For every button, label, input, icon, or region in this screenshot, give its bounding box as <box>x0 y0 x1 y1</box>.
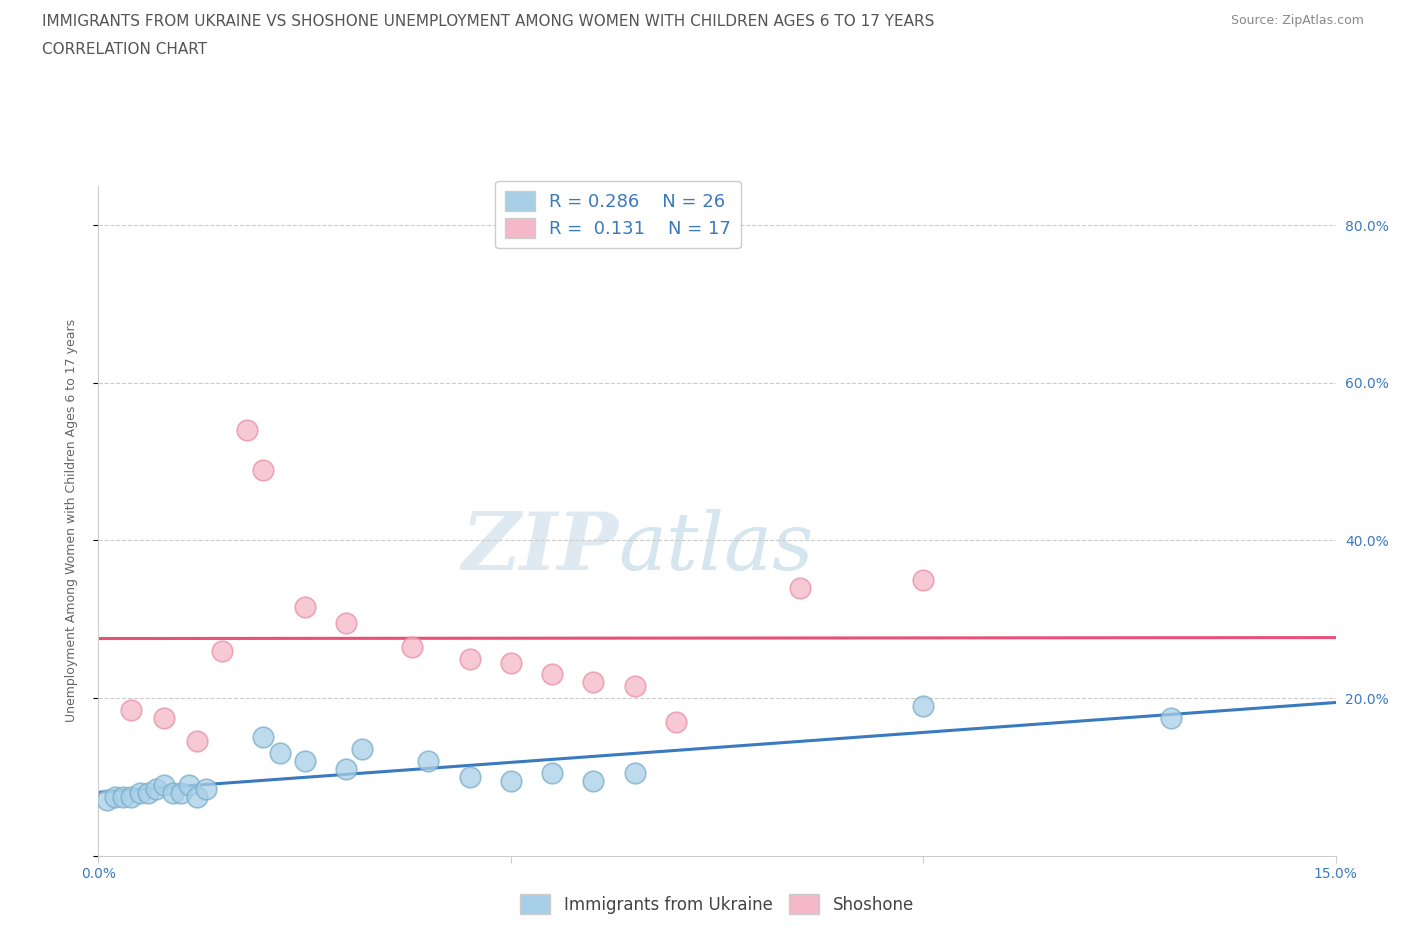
Point <box>335 762 357 777</box>
Point <box>499 774 522 789</box>
Point <box>162 785 184 800</box>
Text: CORRELATION CHART: CORRELATION CHART <box>42 42 207 57</box>
Point <box>458 651 481 666</box>
Point <box>582 774 605 789</box>
Point <box>136 785 159 800</box>
Text: atlas: atlas <box>619 509 814 586</box>
Point <box>269 746 291 761</box>
Point <box>194 781 217 796</box>
Point <box>418 753 440 768</box>
Point <box>1160 711 1182 725</box>
Point <box>789 580 811 595</box>
Point <box>294 753 316 768</box>
Point <box>96 793 118 808</box>
Point <box>623 765 645 780</box>
Point <box>623 679 645 694</box>
Point <box>499 655 522 670</box>
Point <box>120 702 142 717</box>
Text: ZIP: ZIP <box>461 509 619 586</box>
Point <box>236 423 259 438</box>
Point <box>186 734 208 749</box>
Point <box>541 765 564 780</box>
Point <box>211 644 233 658</box>
Point <box>252 462 274 477</box>
Point <box>120 789 142 804</box>
Point <box>252 730 274 745</box>
Y-axis label: Unemployment Among Women with Children Ages 6 to 17 years: Unemployment Among Women with Children A… <box>65 319 77 723</box>
Point <box>352 742 374 757</box>
Point <box>665 714 688 729</box>
Legend: Immigrants from Ukraine, Shoshone: Immigrants from Ukraine, Shoshone <box>513 887 921 921</box>
Point <box>294 600 316 615</box>
Point <box>912 698 935 713</box>
Point <box>153 711 176 725</box>
Point <box>186 789 208 804</box>
Point <box>170 785 193 800</box>
Point <box>153 777 176 792</box>
Point <box>112 789 135 804</box>
Point <box>401 640 423 655</box>
Point <box>912 573 935 588</box>
Point <box>582 675 605 690</box>
Point <box>104 789 127 804</box>
Point <box>128 785 150 800</box>
Point <box>145 781 167 796</box>
Point <box>458 769 481 784</box>
Point <box>335 616 357 631</box>
Text: Source: ZipAtlas.com: Source: ZipAtlas.com <box>1230 14 1364 27</box>
Point <box>179 777 201 792</box>
Text: IMMIGRANTS FROM UKRAINE VS SHOSHONE UNEMPLOYMENT AMONG WOMEN WITH CHILDREN AGES : IMMIGRANTS FROM UKRAINE VS SHOSHONE UNEM… <box>42 14 935 29</box>
Point <box>541 667 564 682</box>
